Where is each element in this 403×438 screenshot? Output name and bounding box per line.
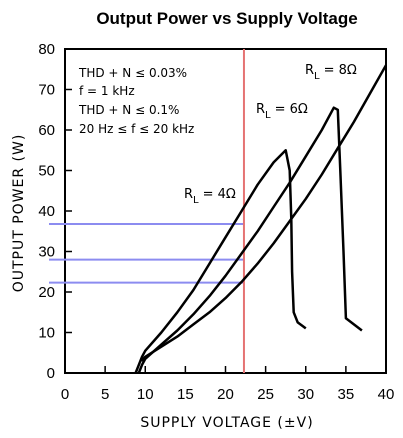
- y-axis-label: OUTPUT POWER (W): [11, 134, 27, 293]
- y-tick-label: 50: [38, 163, 55, 180]
- y-tick-label: 70: [38, 82, 55, 99]
- y-tick-label: 40: [38, 203, 55, 220]
- x-tick-label: 30: [297, 386, 314, 403]
- x-tick-label: 25: [257, 386, 274, 403]
- x-axis-label: SUPPLY VOLTAGE (±V): [140, 415, 313, 431]
- y-tick-label: 60: [38, 122, 55, 139]
- x-tick-label: 35: [338, 386, 355, 403]
- note-line-2: f = 1 kHz: [79, 84, 135, 98]
- x-tick-label: 5: [101, 386, 109, 403]
- note-line-4: 20 Hz ≤ f ≤ 20 kHz: [79, 122, 194, 136]
- y-tick-label: 0: [47, 365, 55, 382]
- series-line-1: [134, 149, 307, 374]
- curve-labels: RL = 4Ω RL = 6Ω RL = 8Ω: [184, 63, 357, 206]
- x-tick-label: 10: [137, 386, 154, 403]
- x-tick-label: 20: [217, 386, 234, 403]
- plot-area: 0 5 10 15 20 25 30 35 40 0 10 20 30 40 50 60 70 80: [38, 41, 394, 403]
- conditions-notes: THD + N ≤ 0.03% f = 1 kHz THD + N ≤ 0.1%…: [78, 66, 194, 136]
- y-tick-label: 30: [38, 244, 55, 261]
- series-line-2: [137, 106, 363, 374]
- curve-label-rl4: RL = 4Ω: [184, 187, 236, 206]
- y-tick-label: 10: [38, 325, 55, 342]
- series-line-3: [140, 64, 388, 362]
- x-tick-label: 0: [61, 386, 69, 403]
- y-tick-label: 20: [38, 284, 55, 301]
- note-line-1: THD + N ≤ 0.03%: [78, 66, 187, 80]
- curve-label-rl8: RL = 8Ω: [305, 63, 357, 82]
- x-tick-label: 40: [378, 386, 395, 403]
- note-line-3: THD + N ≤ 0.1%: [78, 103, 179, 117]
- x-tick-label: 15: [177, 386, 194, 403]
- y-tick-label: 80: [38, 41, 55, 58]
- chart-title: Output Power vs Supply Voltage: [96, 9, 357, 28]
- curve-label-rl6: RL = 6Ω: [256, 102, 308, 121]
